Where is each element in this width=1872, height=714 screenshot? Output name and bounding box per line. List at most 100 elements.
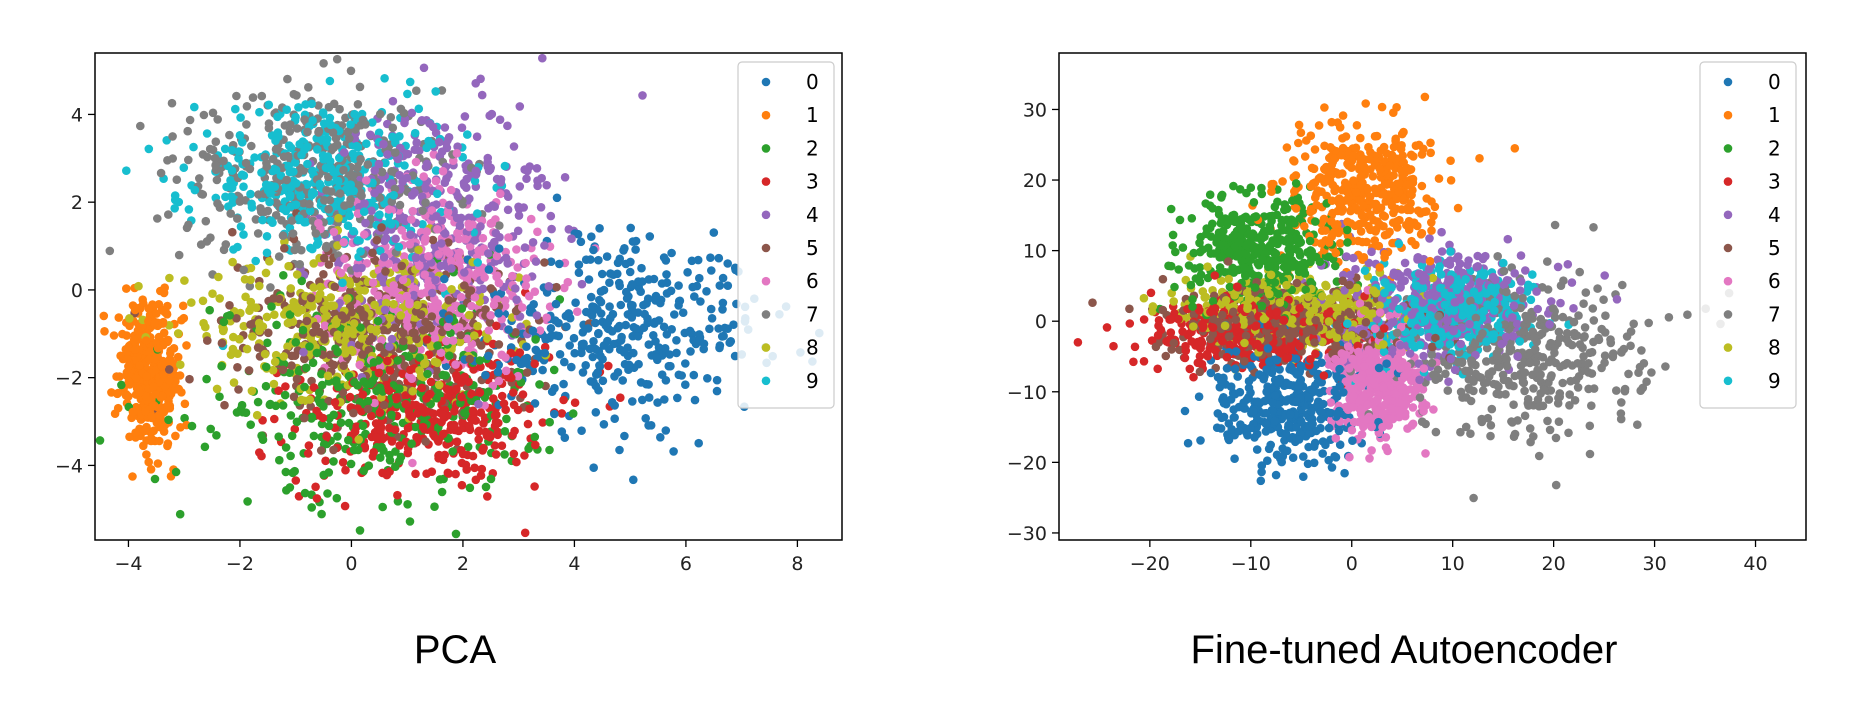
pca-point-class-7 [295,260,305,269]
pca-point-class-9 [184,205,194,214]
autoencoder-point-class-2 [1174,265,1183,274]
pca-point-class-8 [290,304,300,313]
pca-point-class-0 [730,351,740,361]
pca-point-class-3 [515,348,525,357]
pca-point-class-1 [140,426,150,435]
pca-point-class-9 [346,120,355,129]
pca-point-class-9 [319,119,329,128]
pca-point-class-6 [522,274,531,283]
pca-point-class-3 [376,425,385,434]
autoencoder-point-class-1 [1389,171,1398,180]
pca-point-class-3 [471,475,481,485]
pca-point-class-8 [483,334,492,343]
pca-point-class-8 [215,294,224,303]
pca-point-class-6 [501,366,511,376]
pca-point-class-7 [282,175,292,185]
pca-point-class-2 [206,424,215,434]
pca-point-class-0 [642,299,651,308]
pca-legend-label-2: 2 [806,136,819,160]
pca-point-class-2 [253,397,263,407]
pca-point-class-9 [362,139,371,148]
pca-point-class-2 [463,442,473,452]
pca-point-class-2 [385,456,395,465]
pca-point-class-6 [521,281,531,291]
pca-point-class-1 [112,372,121,381]
pca-point-class-5 [427,312,437,321]
pca-point-class-0 [596,351,605,361]
pca-point-class-7 [283,74,292,84]
pca-point-class-2 [180,413,189,423]
pca-point-class-9 [227,166,237,175]
autoencoder-point-class-7 [1580,323,1590,332]
pca-point-class-6 [504,233,513,242]
pca-point-class-0 [565,341,574,350]
pca-point-class-0 [712,386,722,396]
pca-point-class-4 [410,145,420,154]
pca-point-class-1 [128,407,138,417]
pca-point-class-2 [267,302,276,311]
pca-point-class-9 [395,132,404,141]
pca-point-class-5 [217,338,227,348]
pca-point-class-6 [416,345,425,354]
pca-point-class-1 [171,431,180,441]
pca-point-class-0 [695,273,704,283]
pca-point-class-9 [414,104,424,114]
pca-point-class-0 [585,344,595,354]
pca-point-class-0 [652,353,661,362]
pca-point-class-1 [155,436,164,446]
pca-point-class-0 [620,431,629,441]
pca-point-class-7 [388,123,398,133]
pca-point-class-0 [625,267,635,277]
pca-point-class-0 [627,280,637,289]
pca-x-tick-label: −2 [226,553,254,575]
pca-point-class-8 [386,313,395,323]
autoencoder-scatter-chart: −20 −10 0 10 20 30 40 −30 −20 −10 0 10 20 30 0 1 2 3 4 5 6 7 8… [936,0,1872,600]
pca-point-class-2 [433,341,442,350]
pca-point-class-0 [706,253,715,262]
pca-point-class-5 [466,286,476,295]
pca-point-class-9 [309,189,319,198]
pca-point-class-0 [610,401,619,410]
pca-point-class-0 [560,433,570,443]
pca-point-class-9 [394,242,404,252]
autoencoder-point-class-1 [1388,218,1398,227]
pca-point-class-1 [180,399,190,409]
pca-point-class-9 [266,216,276,225]
pca-legend-label-8: 8 [806,336,819,360]
pca-point-class-2 [281,443,291,452]
pca-point-class-9 [500,161,510,171]
pca-point-class-8 [309,259,319,268]
pca-point-class-0 [715,281,725,290]
pca-point-class-5 [244,366,254,375]
pca-point-class-8 [134,281,143,291]
pca-point-class-3 [490,411,500,420]
pca-point-class-0 [702,287,711,296]
pca-point-class-9 [282,105,292,114]
pca-point-class-2 [317,509,326,519]
pca-point-class-9 [234,147,244,156]
pca-point-class-9 [349,226,358,236]
pca-point-class-9 [236,222,246,231]
pca-point-class-8 [405,335,415,345]
pca-point-class-7 [195,174,204,183]
pca-point-class-0 [696,297,705,306]
pca-point-class-6 [494,376,504,386]
pca-point-class-0 [714,324,723,333]
pca-point-class-8 [286,284,296,293]
pca-point-class-7 [279,152,289,161]
pca-point-class-3 [403,448,413,458]
pca-point-class-2 [308,358,318,368]
autoencoder-point-class-2 [1235,185,1245,194]
pca-point-class-8 [372,327,381,336]
pca-point-class-2 [271,401,281,411]
pca-point-class-5 [302,316,312,326]
pca-point-class-4 [540,241,549,250]
pca-point-class-0 [584,275,594,284]
pca-point-class-8 [262,312,272,322]
pca-point-class-0 [677,371,686,380]
pca-point-class-1 [171,377,180,386]
pca-point-class-7 [395,200,405,210]
pca-point-class-3 [493,427,503,437]
pca-point-class-9 [403,89,412,99]
pca-point-class-6 [474,246,483,255]
